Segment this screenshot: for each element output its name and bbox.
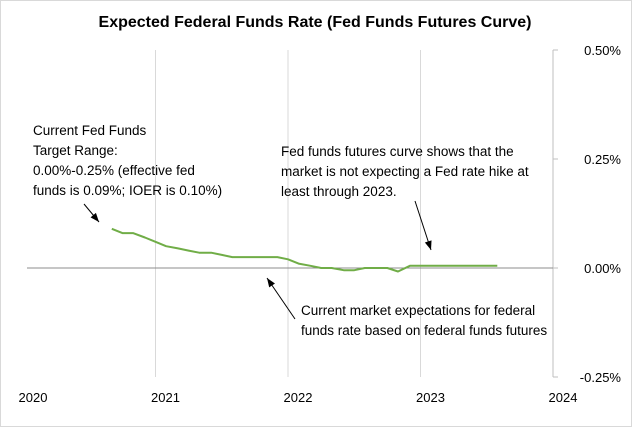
series-line-0 xyxy=(111,227,498,273)
axes: 2020 2021 2022 2023 20240.50%0.25%0.00%-0.25… xyxy=(19,43,622,405)
x-tick-label-2020: 2020 xyxy=(19,390,48,405)
annotation-2-line-0: Current market expectations for federal xyxy=(301,303,535,318)
annotations: Current Fed Funds Target Range: 0.00%-0.25… xyxy=(33,123,547,338)
x-tick-label-2024: 2024 xyxy=(549,390,578,405)
annotation-0-line-2: 0.00%-0.25% (effective fed xyxy=(33,163,195,178)
chart-title: Expected Federal Funds Rate (Fed Funds F… xyxy=(99,14,532,31)
x-tick-label-2023: 2023 xyxy=(416,390,445,405)
y-tick-label-0: 0.50% xyxy=(584,43,621,58)
annotation-arrowhead-2 xyxy=(267,278,275,288)
annotation-arrowhead-1 xyxy=(424,240,432,250)
y-tick-label-3: -0.25% xyxy=(580,370,622,385)
annotation-2-line-1: funds rate based on federal funds future… xyxy=(301,323,547,338)
x-tick-label-2021: 2021 xyxy=(151,390,180,405)
annotation-0-line-1: Target Range: xyxy=(33,143,118,158)
series-layer xyxy=(111,227,498,273)
annotation-1-line-1: market is not expecting a Fed rate hike … xyxy=(281,164,529,179)
x-tick-label-2022: 2022 xyxy=(284,390,313,405)
y-tick-label-2: 0.00% xyxy=(584,261,621,276)
annotation-0-line-3: funds is 0.09%; IOER is 0.10%) xyxy=(33,183,222,198)
y-tick-label-1: 0.25% xyxy=(584,152,621,167)
annotation-1-line-2: least through 2023. xyxy=(281,184,397,199)
annotation-0-line-0: Current Fed Funds xyxy=(33,123,147,138)
annotation-arrowhead-0 xyxy=(90,212,99,222)
annotation-1-line-0: Fed funds futures curve shows that the xyxy=(281,144,514,159)
